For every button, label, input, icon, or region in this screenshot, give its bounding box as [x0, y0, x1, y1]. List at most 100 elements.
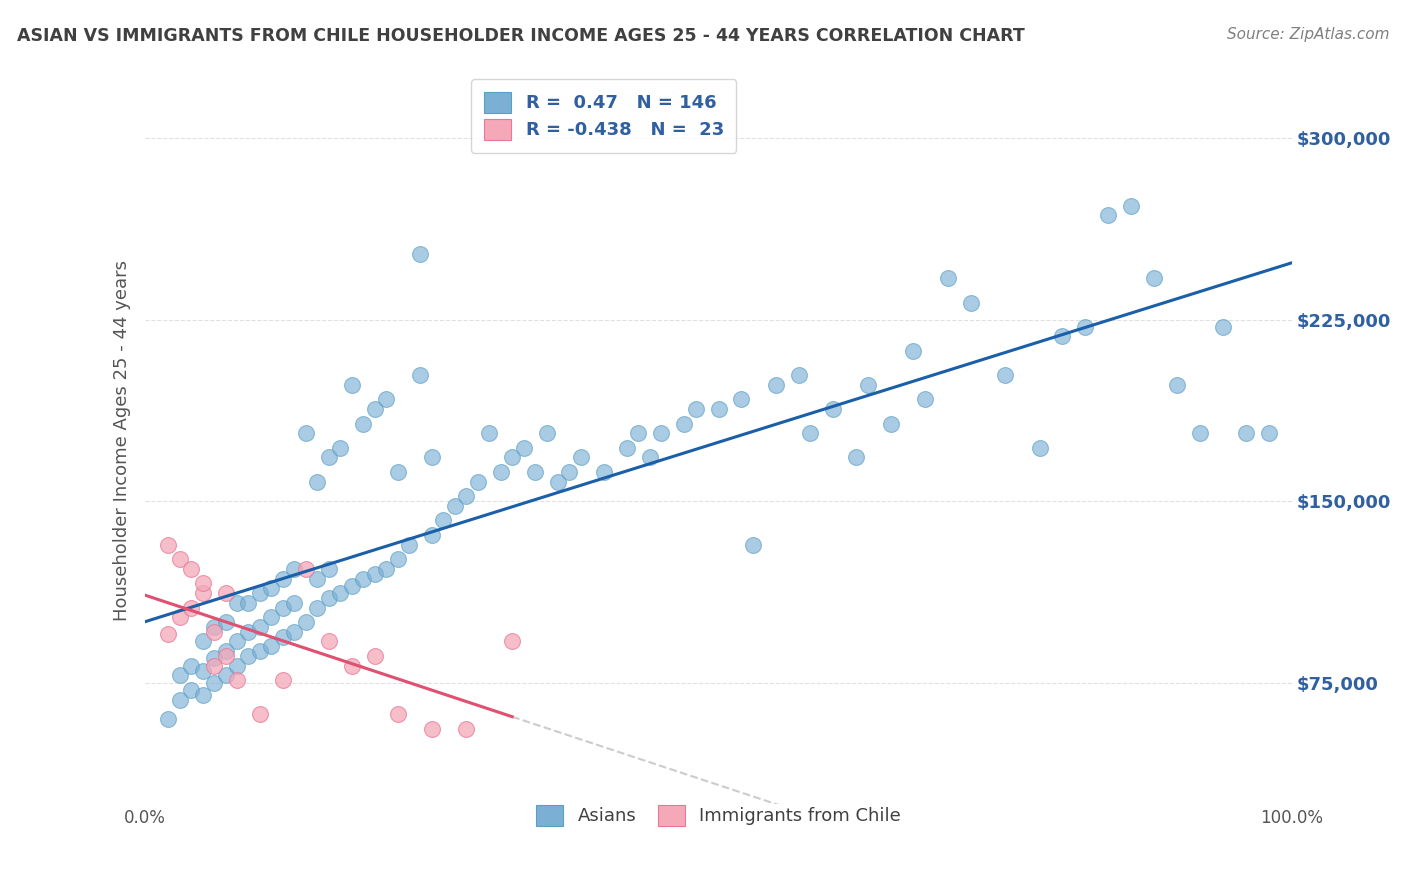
Point: [914, 392, 936, 407]
Point: [845, 450, 868, 465]
Point: [260, 610, 283, 624]
Point: [524, 465, 547, 479]
Point: [593, 465, 616, 479]
Point: [191, 688, 214, 702]
Point: [191, 586, 214, 600]
Point: [238, 648, 260, 663]
Point: [318, 562, 340, 576]
Point: [512, 441, 534, 455]
Point: [994, 368, 1017, 383]
Point: [226, 673, 249, 688]
Point: [157, 712, 180, 726]
Point: [318, 450, 340, 465]
Point: [363, 648, 385, 663]
Point: [1143, 271, 1166, 285]
Point: [1097, 209, 1119, 223]
Point: [375, 562, 398, 576]
Point: [959, 295, 981, 310]
Point: [271, 572, 294, 586]
Point: [799, 426, 821, 441]
Point: [295, 562, 318, 576]
Point: [214, 668, 236, 682]
Point: [432, 513, 454, 527]
Point: [249, 586, 271, 600]
Point: [202, 658, 225, 673]
Point: [191, 576, 214, 591]
Point: [180, 600, 202, 615]
Point: [1257, 426, 1279, 441]
Point: [260, 640, 283, 654]
Point: [340, 377, 363, 392]
Point: [823, 402, 845, 417]
Point: [375, 392, 398, 407]
Point: [352, 572, 374, 586]
Point: [214, 586, 236, 600]
Point: [340, 579, 363, 593]
Point: [363, 566, 385, 581]
Point: [409, 247, 432, 261]
Point: [202, 624, 225, 639]
Point: [707, 402, 730, 417]
Point: [214, 648, 236, 663]
Point: [180, 682, 202, 697]
Point: [856, 377, 879, 392]
Point: [157, 538, 180, 552]
Point: [444, 499, 467, 513]
Legend: Asians, Immigrants from Chile: Asians, Immigrants from Chile: [527, 796, 910, 835]
Point: [249, 644, 271, 658]
Point: [169, 552, 191, 566]
Point: [1074, 319, 1097, 334]
Point: [191, 634, 214, 648]
Point: [295, 615, 318, 629]
Point: [283, 562, 305, 576]
Point: [169, 610, 191, 624]
Point: [650, 426, 672, 441]
Point: [420, 450, 443, 465]
Point: [352, 417, 374, 431]
Point: [260, 581, 283, 595]
Point: [742, 538, 765, 552]
Point: [456, 722, 478, 736]
Point: [191, 664, 214, 678]
Point: [307, 475, 329, 489]
Point: [420, 528, 443, 542]
Point: [238, 596, 260, 610]
Point: [398, 538, 420, 552]
Point: [903, 343, 925, 358]
Point: [249, 707, 271, 722]
Point: [879, 417, 901, 431]
Point: [387, 707, 409, 722]
Point: [467, 475, 489, 489]
Point: [226, 596, 249, 610]
Point: [329, 441, 352, 455]
Point: [214, 644, 236, 658]
Point: [1212, 319, 1234, 334]
Point: [685, 402, 707, 417]
Point: [1028, 441, 1050, 455]
Point: [180, 562, 202, 576]
Point: [340, 658, 363, 673]
Point: [936, 271, 959, 285]
Point: [202, 651, 225, 665]
Point: [238, 624, 260, 639]
Point: [765, 377, 787, 392]
Point: [1234, 426, 1257, 441]
Point: [318, 634, 340, 648]
Point: [202, 620, 225, 634]
Point: [271, 673, 294, 688]
Point: [409, 368, 432, 383]
Point: [478, 426, 501, 441]
Point: [1052, 329, 1074, 343]
Point: [157, 627, 180, 641]
Point: [249, 620, 271, 634]
Point: [214, 615, 236, 629]
Point: [787, 368, 810, 383]
Point: [569, 450, 592, 465]
Point: [1189, 426, 1212, 441]
Point: [1166, 377, 1188, 392]
Text: ASIAN VS IMMIGRANTS FROM CHILE HOUSEHOLDER INCOME AGES 25 - 44 YEARS CORRELATION: ASIAN VS IMMIGRANTS FROM CHILE HOUSEHOLD…: [17, 27, 1025, 45]
Point: [387, 465, 409, 479]
Point: [180, 658, 202, 673]
Point: [226, 634, 249, 648]
Point: [202, 675, 225, 690]
